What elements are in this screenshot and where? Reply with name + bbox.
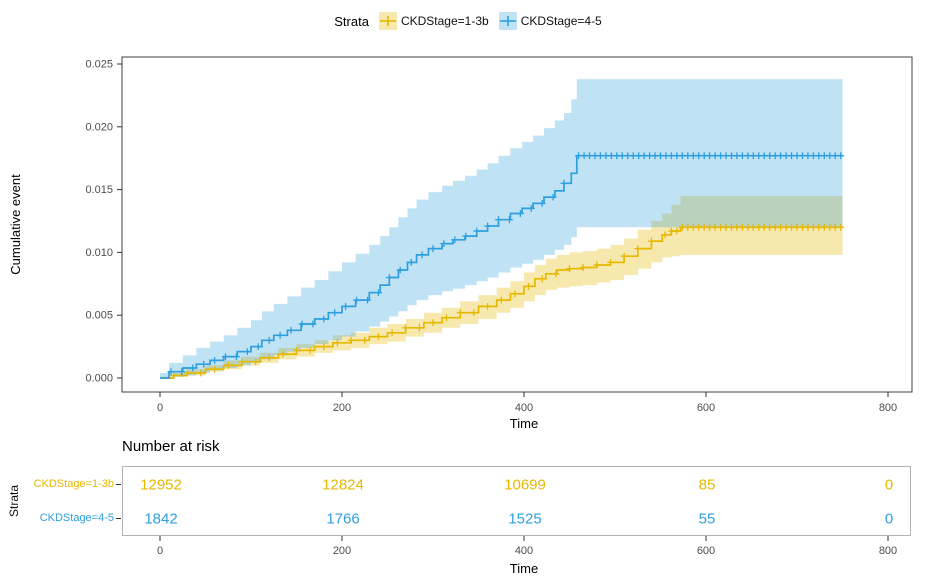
x-tick-label: 400 [515, 402, 533, 414]
risk-count-ckdstage-4-5-t800: 0 [884, 510, 894, 528]
y-tick-label: 0.010 [85, 247, 113, 259]
legend-key-ckdstage-4-5 [498, 12, 517, 30]
risk-count-ckdstage-1-3b-t400: 10699 [504, 476, 546, 494]
y-tick-label: 0.005 [85, 310, 113, 322]
ci-band-ckdstage-1-3b [160, 195, 843, 378]
risk-axis-tick-label: 600 [697, 545, 715, 557]
risk-count-ckdstage-4-5-t200: 1766 [326, 510, 360, 528]
censor-marks-ckdstage-4-5 [167, 152, 845, 376]
legend-item-ckdstage-4-5: CKDStage=4-5 [498, 12, 602, 30]
y-tick-label: 0.025 [85, 59, 113, 71]
risk-axis-tick-label: 0 [157, 545, 163, 557]
risk-axis-tick-label: 400 [515, 545, 533, 557]
x-tick-label: 0 [157, 402, 163, 414]
x-tick-label: 800 [879, 402, 897, 414]
legend: Strata CKDStage=1-3b CKDStage=4-5 [0, 8, 936, 34]
risk-count-ckdstage-1-3b-t0: 12952 [140, 476, 182, 494]
risk-count-ckdstage-4-5-t400: 1525 [508, 510, 542, 528]
x-tick-label: 200 [333, 402, 351, 414]
risk-table-title: Number at risk [122, 438, 220, 455]
y-axis-title: Cumulative event [8, 174, 23, 275]
y-tick-label: 0.015 [85, 184, 113, 196]
risk-count-ckdstage-4-5-t600: 55 [698, 510, 716, 528]
risk-row-label-ckdstage-1-3b: CKDStage=1-3b [33, 478, 114, 490]
risk-axis-tick-label: 800 [879, 545, 897, 557]
censor-marks-ckdstage-1-3b [170, 223, 845, 379]
risk-table-panel: 12952 12824 10699 85 0 1842 1766 1525 55 0 [122, 466, 911, 536]
legend-title: Strata [334, 13, 369, 29]
risk-count-ckdstage-1-3b-t800: 0 [884, 476, 894, 494]
legend-key-ckdstage-1-3b [378, 12, 397, 30]
risk-row-label-ckdstage-4-5: CKDStage=4-5 [39, 512, 114, 524]
y-tick-label: 0.000 [85, 373, 113, 385]
x-axis-title: Time [510, 416, 538, 431]
legend-label-ckdstage-4-5: CKDStage=4-5 [520, 14, 602, 28]
risk-axis-title: Time [510, 561, 538, 576]
risk-count-ckdstage-4-5-t0: 1842 [144, 510, 178, 528]
risk-count-ckdstage-1-3b-t200: 12824 [322, 476, 364, 494]
risk-row-axis-tick [116, 518, 121, 519]
risk-table-time-axis: 0 200 400 600 800 Time [0, 536, 936, 586]
risk-axis-tick-label: 200 [333, 545, 351, 557]
x-tick-label: 600 [697, 402, 715, 414]
legend-item-ckdstage-1-3b: CKDStage=1-3b [378, 12, 489, 30]
cumulative-event-plot: 0.000 0.005 0.010 0.015 0.020 0.025 0 200 400 600… [0, 42, 936, 436]
legend-label-ckdstage-1-3b: CKDStage=1-3b [400, 14, 489, 28]
y-tick-label: 0.020 [85, 121, 113, 133]
risk-row-axis-tick [116, 484, 121, 485]
risk-count-ckdstage-1-3b-t600: 85 [698, 476, 716, 494]
